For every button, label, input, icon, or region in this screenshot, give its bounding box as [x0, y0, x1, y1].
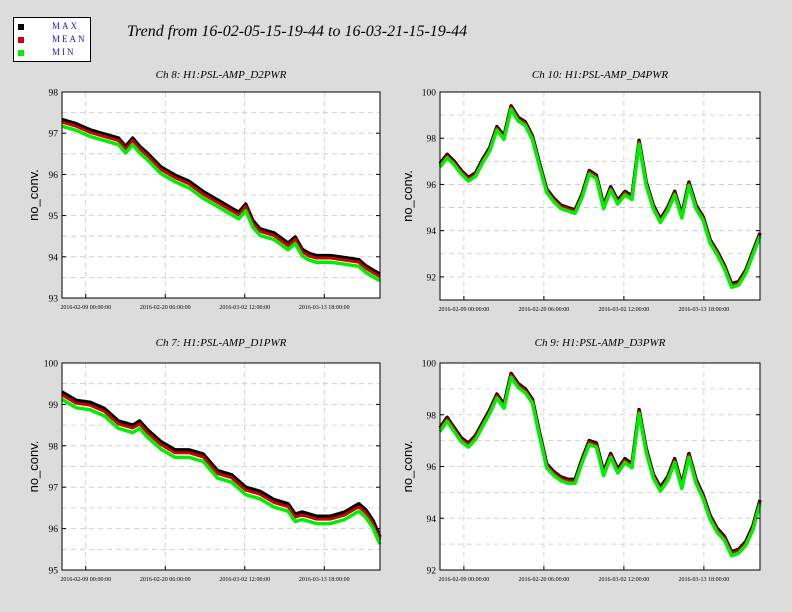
series-max-line	[61, 117, 381, 276]
y-tick-label: 98	[49, 442, 59, 452]
chart-title: Ch 7: H1:PSL-AMP_D1PWR	[156, 337, 287, 349]
plot-frame	[439, 91, 761, 301]
y-tick-label: 98	[427, 411, 437, 421]
y-tick-label: 93	[49, 295, 59, 305]
x-tick-label: 2016-03-02 12:00:00	[219, 577, 270, 583]
y-tick-label: 100	[44, 360, 59, 370]
chart-2: 95 96 97 98 99 100 2016-02-09 00:00:00 2016-02-…	[26, 337, 382, 583]
x-tick-label: 2016-02-09 00:00:00	[60, 305, 111, 311]
y-tick-label: 96	[49, 525, 59, 535]
y-tick-label: 96	[427, 463, 437, 473]
series-max-line	[61, 390, 382, 538]
y-tick-label: 94	[49, 253, 59, 263]
legend-item-mean: MEAN	[14, 34, 90, 47]
legend-swatch-mean	[18, 37, 24, 43]
x-tick-label: 2016-03-13 18:00:00	[678, 307, 729, 313]
chart-1: 92 94 96 98 100 2016-02-09 00:00:00 2016-02-20…	[400, 69, 762, 313]
page-title: Trend from 16-02-05-15-19-44 to 16-03-21…	[127, 23, 468, 40]
chart-title: Ch 8: H1:PSL-AMP_D2PWR	[156, 69, 287, 81]
y-tick-label: 94	[427, 515, 437, 525]
legend-item-min: MIN	[14, 47, 90, 60]
x-tick-label: 2016-03-13 18:00:00	[299, 305, 350, 311]
legend: MAX MEAN MIN	[13, 17, 91, 62]
x-tick-label: 2016-02-09 00:00:00	[60, 577, 111, 583]
y-tick-label: 100	[422, 360, 437, 370]
series-min-line	[61, 124, 381, 283]
y-tick-label: 94	[427, 227, 437, 237]
series-mean-line	[61, 393, 382, 541]
y-tick-label: 98	[427, 135, 437, 145]
plot-frame	[61, 362, 381, 571]
x-tick-label: 2016-03-02 12:00:00	[598, 307, 649, 313]
chart-0: 93 94 95 96 97 98 2016-02-09 00:00:00 2016-02-2…	[26, 69, 381, 311]
chart-3: 92 94 96 98 100 2016-02-09 00:00:00 2016-02-20…	[400, 337, 762, 583]
legend-label-min: MIN	[52, 47, 76, 57]
y-tick-label: 92	[427, 273, 437, 283]
y-tick-label: 97	[49, 484, 59, 494]
legend-swatch-max	[18, 24, 24, 30]
y-tick-label: 96	[49, 171, 59, 181]
y-tick-label: 95	[49, 567, 59, 577]
y-tick-label: 97	[49, 130, 59, 140]
y-axis-label: no_conv.	[400, 441, 415, 493]
y-tick-label: 100	[422, 89, 437, 99]
y-tick-label: 96	[427, 181, 437, 191]
x-tick-label: 2016-02-20 06:00:00	[518, 307, 569, 313]
legend-label-mean: MEAN	[52, 34, 87, 44]
y-axis-label: no_conv.	[400, 170, 415, 222]
y-axis-label: no_conv.	[26, 169, 41, 221]
x-tick-label: 2016-03-02 12:00:00	[598, 577, 649, 583]
series-min-line	[438, 107, 762, 290]
legend-swatch-min	[18, 50, 24, 56]
series-min-line	[61, 397, 382, 545]
y-tick-label: 92	[427, 567, 437, 577]
x-tick-label: 2016-03-02 12:00:00	[219, 305, 270, 311]
x-tick-label: 2016-02-09 00:00:00	[438, 307, 489, 313]
x-tick-label: 2016-03-13 18:00:00	[678, 577, 729, 583]
series-min-line	[438, 375, 762, 558]
x-tick-label: 2016-02-09 00:00:00	[438, 577, 489, 583]
legend-label-max: MAX	[52, 21, 80, 31]
chart-title: Ch 9: H1:PSL-AMP_D3PWR	[535, 337, 666, 349]
plot-frame	[61, 91, 381, 299]
y-tick-label: 98	[49, 89, 59, 99]
x-tick-label: 2016-02-20 06:00:00	[140, 305, 191, 311]
y-tick-label: 99	[49, 401, 59, 411]
x-tick-label: 2016-02-20 06:00:00	[518, 577, 569, 583]
y-tick-label: 95	[49, 212, 59, 222]
x-tick-label: 2016-02-20 06:00:00	[140, 577, 191, 583]
chart-title: Ch 10: H1:PSL-AMP_D4PWR	[532, 69, 669, 81]
y-axis-label: no_conv.	[26, 441, 41, 493]
series-mean-line	[61, 120, 381, 278]
x-tick-label: 2016-03-13 18:00:00	[299, 577, 350, 583]
legend-item-max: MAX	[14, 21, 90, 34]
